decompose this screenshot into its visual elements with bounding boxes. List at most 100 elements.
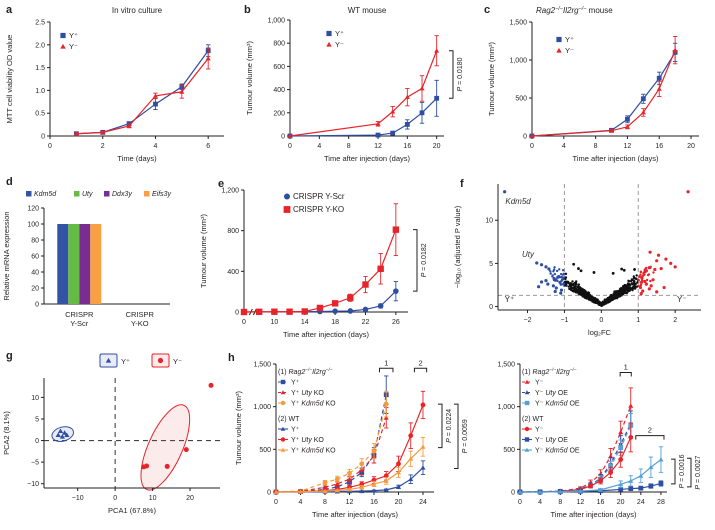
svg-text:PCA1 (67.8%): PCA1 (67.8%)	[108, 506, 156, 515]
svg-text:Y⁺ Kdm5d KO: Y⁺ Kdm5d KO	[291, 448, 336, 455]
svg-text:12: 12	[346, 499, 354, 506]
svg-text:22: 22	[362, 319, 370, 326]
svg-text:Y⁻ Uty OE: Y⁻ Uty OE	[535, 390, 568, 397]
svg-text:P = 0.0224: P = 0.0224	[446, 409, 453, 443]
svg-text:Y⁻ Kdm5d OE: Y⁻ Kdm5d OE	[535, 448, 580, 455]
svg-text:10: 10	[31, 395, 39, 402]
svg-text:0: 0	[523, 134, 527, 141]
svg-text:Time after injection (days): Time after injection (days)	[324, 154, 411, 163]
svg-text:0: 0	[235, 310, 239, 317]
svg-text:0: 0	[41, 134, 45, 141]
svg-text:Kdm5d: Kdm5d	[505, 197, 531, 206]
svg-text:Y⁻: Y⁻	[335, 40, 344, 49]
svg-text:8: 8	[594, 143, 598, 150]
svg-text:Y⁻: Y⁻	[565, 46, 574, 55]
svg-text:Tumour volume (mm³): Tumour volume (mm³)	[199, 214, 208, 288]
svg-text:2: 2	[101, 143, 105, 150]
svg-text:Uty: Uty	[82, 191, 93, 198]
svg-text:1.0: 1.0	[35, 88, 45, 95]
svg-text:Y⁻ Uty OE: Y⁻ Uty OE	[535, 437, 568, 444]
svg-text:8: 8	[558, 499, 562, 506]
svg-text:120: 120	[27, 206, 39, 213]
svg-text:800: 800	[273, 41, 285, 48]
svg-text:0: 0	[599, 317, 603, 324]
svg-text:Y⁺: Y⁺	[69, 31, 78, 40]
panel-letter-h: h	[228, 352, 235, 364]
svg-text:Y⁺: Y⁺	[121, 357, 130, 366]
svg-text:1,000: 1,000	[509, 58, 527, 65]
svg-text:Eifs3y: Eifs3y	[152, 191, 172, 198]
svg-text:Y⁺: Y⁺	[291, 427, 300, 434]
svg-text:200: 200	[273, 110, 285, 117]
svg-text:−10: −10	[27, 481, 39, 488]
svg-text:10: 10	[485, 218, 493, 225]
svg-text:Time after injection (days): Time after injection (days)	[283, 330, 370, 339]
svg-text:40: 40	[31, 270, 39, 277]
svg-text:2: 2	[673, 317, 677, 324]
svg-text:20: 20	[186, 495, 194, 502]
svg-text:12: 12	[577, 499, 585, 506]
svg-text:Y⁺: Y⁺	[335, 29, 344, 38]
svg-text:0: 0	[48, 143, 52, 150]
svg-text:12: 12	[624, 143, 632, 150]
svg-text:−5: −5	[31, 460, 39, 467]
svg-text:Time after injection (days): Time after injection (days)	[550, 510, 637, 519]
svg-text:Rag2−/−Il2rg−/− mouse: Rag2−/−Il2rg−/− mouse	[536, 6, 613, 15]
panel-f: −2 −1 0 1 2 0 5 10 log₂FC −log₁₀ (adjusted P valu…	[444, 172, 715, 350]
svg-text:CRISPR: CRISPR	[65, 310, 94, 319]
svg-text:5: 5	[35, 416, 39, 423]
svg-text:0: 0	[288, 143, 292, 150]
svg-text:(2) WT: (2) WT	[278, 416, 300, 423]
svg-text:400: 400	[227, 269, 239, 276]
svg-text:−10: −10	[72, 495, 84, 502]
svg-text:1.5: 1.5	[35, 65, 45, 72]
svg-text:0.5: 0.5	[35, 111, 45, 118]
svg-text:Y⁺: Y⁺	[505, 295, 515, 304]
panel-h-right: 0 4 8 12 16 20 24 28 0 500 1,000 1,500 Time after in…	[478, 350, 715, 530]
svg-text:1,000: 1,000	[497, 404, 515, 411]
svg-text:Y⁻: Y⁻	[677, 295, 687, 304]
svg-text:1: 1	[624, 363, 628, 372]
svg-text:80: 80	[31, 238, 39, 245]
svg-text:500: 500	[259, 447, 271, 454]
panel-b: 0 4 8 12 16 20 0 200 400 600 800 1,000 Time after in…	[238, 0, 478, 172]
svg-text:WT mouse: WT mouse	[348, 6, 387, 15]
svg-text:P = 0.0027: P = 0.0027	[695, 455, 702, 489]
svg-text:Time after injection (days): Time after injection (days)	[312, 510, 399, 519]
svg-text:Y⁺: Y⁺	[291, 380, 300, 387]
svg-text:P = 0.0182: P = 0.0182	[421, 243, 428, 277]
svg-text:400: 400	[273, 87, 285, 94]
panel-f-chart: −2 −1 0 1 2 0 5 10 log₂FC −log₁₀ (adjusted P valu…	[453, 184, 701, 337]
svg-text:0: 0	[113, 495, 117, 502]
svg-text:1: 1	[636, 317, 640, 324]
svg-text:500: 500	[503, 447, 515, 454]
svg-text:20: 20	[617, 499, 625, 506]
svg-text:In vitro culture: In vitro culture	[112, 6, 163, 15]
svg-text:600: 600	[273, 64, 285, 71]
svg-text:0: 0	[274, 499, 278, 506]
svg-text:500: 500	[515, 96, 527, 103]
svg-text:MTT cell viability OD value: MTT cell viability OD value	[5, 35, 14, 124]
svg-text:10: 10	[149, 495, 157, 502]
svg-text:Relative mRNA expression: Relative mRNA expression	[2, 211, 11, 300]
svg-text:2.5: 2.5	[35, 20, 45, 27]
svg-text:60: 60	[31, 254, 39, 261]
svg-text:−log₁₀ (adjusted P value): −log₁₀ (adjusted P value)	[453, 205, 462, 288]
svg-text:log₂FC: log₂FC	[588, 328, 612, 337]
svg-text:0: 0	[518, 499, 522, 506]
panel-letter-e: e	[218, 178, 225, 190]
svg-text:20: 20	[687, 143, 695, 150]
svg-text:0: 0	[35, 438, 39, 445]
svg-text:(1) Rag2−/−Il2rg−/−: (1) Rag2−/−Il2rg−/−	[278, 367, 333, 376]
svg-text:6: 6	[206, 143, 210, 150]
svg-text:0: 0	[242, 319, 246, 326]
svg-text:1,000: 1,000	[253, 404, 271, 411]
svg-text:24: 24	[637, 499, 645, 506]
svg-text:16: 16	[403, 143, 411, 150]
svg-text:0: 0	[35, 302, 39, 309]
svg-text:P = 0.0059: P = 0.0059	[462, 419, 469, 453]
svg-text:8: 8	[347, 143, 351, 150]
svg-text:Uty: Uty	[522, 250, 535, 259]
